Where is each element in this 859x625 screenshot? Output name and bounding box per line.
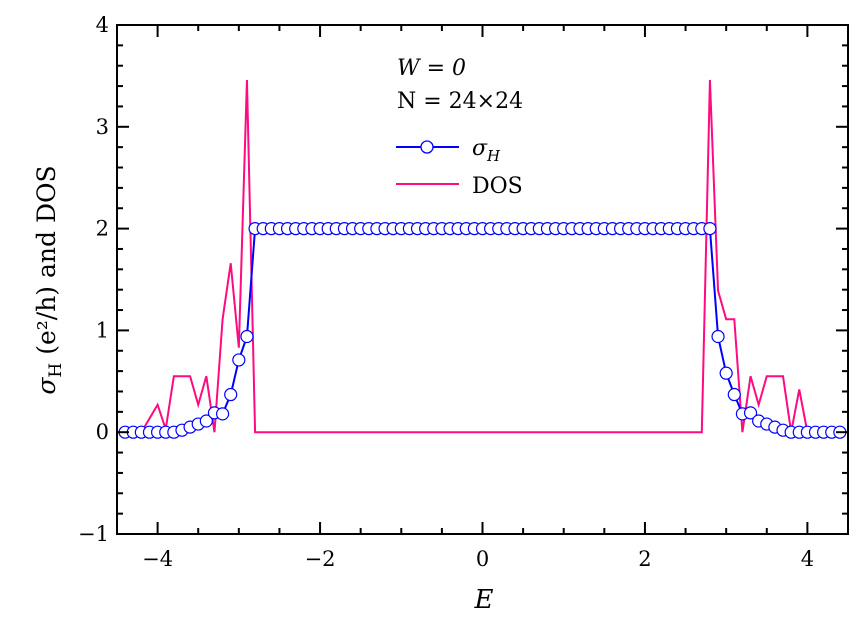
x-tick-label: 2 <box>638 547 651 571</box>
sigma-point <box>703 222 717 236</box>
x-axis-label: E <box>474 585 494 615</box>
y-tick-label: −1 <box>78 522 109 546</box>
ticks-layer: −4 −2 0 2 4 −1 0 1 2 3 4 <box>78 13 848 571</box>
y-tick-label: 0 <box>96 420 109 444</box>
sigma-point <box>199 414 213 428</box>
sigma-point <box>719 366 733 380</box>
y-tick-label: 4 <box>96 13 109 37</box>
sigma-point <box>240 329 254 344</box>
dos-line <box>117 79 848 434</box>
annotation-w: W = 0 <box>397 56 466 81</box>
legend-dos-label: DOS <box>472 174 523 199</box>
legend: σH DOS <box>396 136 523 199</box>
x-tick-label: 0 <box>476 547 489 571</box>
sigma-point <box>743 406 758 420</box>
x-tick-label: −2 <box>305 547 336 571</box>
x-tick-label: 4 <box>801 547 814 571</box>
sigma-point <box>215 407 230 421</box>
sigma-point <box>232 353 246 367</box>
series-layer <box>117 79 848 439</box>
x-tick-label: −4 <box>142 547 173 571</box>
annotation-n: N = 24×24 <box>397 89 523 114</box>
sigma-point <box>224 387 238 402</box>
y-tick-label: 1 <box>96 318 109 342</box>
sigma-point <box>711 329 725 344</box>
y-tick-label: 2 <box>96 217 109 241</box>
legend-sigma-label: σH <box>472 136 501 165</box>
legend-sigma-marker <box>420 140 434 154</box>
sigma-point <box>727 387 741 402</box>
sigma-line <box>125 227 840 434</box>
y-axis-label: σH (e²/h) and DOS <box>32 165 66 394</box>
y-tick-label: 3 <box>96 115 109 139</box>
